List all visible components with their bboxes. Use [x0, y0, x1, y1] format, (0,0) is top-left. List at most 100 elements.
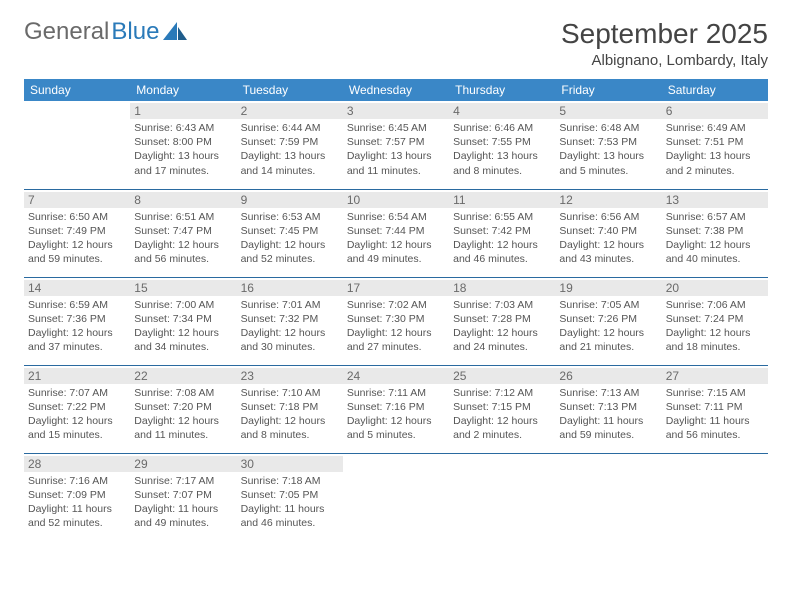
day-number: 19 [555, 280, 661, 296]
day-info: Sunrise: 7:12 AMSunset: 7:15 PMDaylight:… [453, 386, 551, 443]
day-info: Sunrise: 6:48 AMSunset: 7:53 PMDaylight:… [559, 121, 657, 178]
day-number: 22 [130, 368, 236, 384]
calendar-cell: 18Sunrise: 7:03 AMSunset: 7:28 PMDayligh… [449, 277, 555, 365]
day-number: 8 [130, 192, 236, 208]
day-number: 29 [130, 456, 236, 472]
day-info: Sunrise: 7:03 AMSunset: 7:28 PMDaylight:… [453, 298, 551, 355]
weekday-header: Monday [130, 79, 236, 101]
day-info: Sunrise: 6:46 AMSunset: 7:55 PMDaylight:… [453, 121, 551, 178]
calendar-cell [343, 453, 449, 541]
weekday-header: Thursday [449, 79, 555, 101]
calendar-cell: 30 Sunrise: 7:18 AMSunset: 7:05 PMDayligh… [237, 453, 343, 541]
day-number: 13 [662, 192, 768, 208]
day-number: 14 [24, 280, 130, 296]
day-info: Sunrise: 6:53 AMSunset: 7:45 PMDaylight:… [241, 210, 339, 267]
day-number: 12 [555, 192, 661, 208]
weekday-header: Saturday [662, 79, 768, 101]
calendar-cell [555, 453, 661, 541]
calendar-cell: 8 Sunrise: 6:51 AMSunset: 7:47 PMDaylight… [130, 189, 236, 277]
weekday-header: Wednesday [343, 79, 449, 101]
calendar-cell: 3 Sunrise: 6:45 AMSunset: 7:57 PMDaylight… [343, 101, 449, 189]
day-info: Sunrise: 7:02 AMSunset: 7:30 PMDaylight:… [347, 298, 445, 355]
weekday-header: Friday [555, 79, 661, 101]
calendar-table: SundayMondayTuesdayWednesdayThursdayFrid… [24, 79, 768, 541]
calendar-cell: 20Sunrise: 7:06 AMSunset: 7:24 PMDayligh… [662, 277, 768, 365]
location-text: Albignano, Lombardy, Italy [561, 52, 768, 69]
day-info: Sunrise: 6:57 AMSunset: 7:38 PMDaylight:… [666, 210, 764, 267]
calendar-cell: 12 Sunrise: 6:56 AMSunset: 7:40 PMDayligh… [555, 189, 661, 277]
day-info: Sunrise: 6:45 AMSunset: 7:57 PMDaylight:… [347, 121, 445, 178]
day-info: Sunrise: 6:55 AMSunset: 7:42 PMDaylight:… [453, 210, 551, 267]
day-number: 5 [555, 103, 661, 119]
calendar-cell: 26 Sunrise: 7:13 AMSunset: 7:13 PMDayligh… [555, 365, 661, 453]
day-number: 2 [237, 103, 343, 119]
weekday-header: Sunday [24, 79, 130, 101]
day-number: 30 [237, 456, 343, 472]
day-number: 27 [662, 368, 768, 384]
day-number: 23 [237, 368, 343, 384]
day-number: 26 [555, 368, 661, 384]
calendar-cell: 5 Sunrise: 6:48 AMSunset: 7:53 PMDaylight… [555, 101, 661, 189]
calendar-cell: 13 Sunrise: 6:57 AMSunset: 7:38 PMDayligh… [662, 189, 768, 277]
calendar-cell: 21 Sunrise: 7:07 AMSunset: 7:22 PMDayligh… [24, 365, 130, 453]
calendar-cell [449, 453, 555, 541]
calendar-cell: 7 Sunrise: 6:50 AMSunset: 7:49 PMDaylight… [24, 189, 130, 277]
calendar-cell: 2 Sunrise: 6:44 AMSunset: 7:59 PMDaylight… [237, 101, 343, 189]
day-number: 1 [130, 103, 236, 119]
calendar-cell: 22 Sunrise: 7:08 AMSunset: 7:20 PMDayligh… [130, 365, 236, 453]
calendar-cell: 25 Sunrise: 7:12 AMSunset: 7:15 PMDayligh… [449, 365, 555, 453]
calendar-cell: 4 Sunrise: 6:46 AMSunset: 7:55 PMDaylight… [449, 101, 555, 189]
day-number: 7 [24, 192, 130, 208]
day-number: 16 [237, 280, 343, 296]
day-number: 9 [237, 192, 343, 208]
month-title: September 2025 [561, 18, 768, 50]
day-info: Sunrise: 7:07 AMSunset: 7:22 PMDaylight:… [28, 386, 126, 443]
calendar-cell: 10 Sunrise: 6:54 AMSunset: 7:44 PMDayligh… [343, 189, 449, 277]
day-info: Sunrise: 6:50 AMSunset: 7:49 PMDaylight:… [28, 210, 126, 267]
day-number: 24 [343, 368, 449, 384]
calendar-cell: 15Sunrise: 7:00 AMSunset: 7:34 PMDayligh… [130, 277, 236, 365]
day-info: Sunrise: 7:11 AMSunset: 7:16 PMDaylight:… [347, 386, 445, 443]
day-number: 4 [449, 103, 555, 119]
logo: GeneralBlue [24, 18, 189, 46]
day-info: Sunrise: 6:56 AMSunset: 7:40 PMDaylight:… [559, 210, 657, 267]
logo-sail-icon [163, 22, 189, 42]
day-info: Sunrise: 7:16 AMSunset: 7:09 PMDaylight:… [28, 474, 126, 531]
day-number: 15 [130, 280, 236, 296]
calendar-cell [662, 453, 768, 541]
day-info: Sunrise: 7:10 AMSunset: 7:18 PMDaylight:… [241, 386, 339, 443]
logo-text-2: Blue [111, 18, 159, 46]
day-number: 11 [449, 192, 555, 208]
day-number: 6 [662, 103, 768, 119]
calendar-cell: 29 Sunrise: 7:17 AMSunset: 7:07 PMDayligh… [130, 453, 236, 541]
day-info: Sunrise: 7:18 AMSunset: 7:05 PMDaylight:… [241, 474, 339, 531]
day-info: Sunrise: 6:59 AMSunset: 7:36 PMDaylight:… [28, 298, 126, 355]
calendar-cell: 6 Sunrise: 6:49 AMSunset: 7:51 PMDaylight… [662, 101, 768, 189]
day-number: 3 [343, 103, 449, 119]
day-number: 17 [343, 280, 449, 296]
calendar-cell [24, 101, 130, 189]
day-info: Sunrise: 7:05 AMSunset: 7:26 PMDaylight:… [559, 298, 657, 355]
calendar-cell: 27 Sunrise: 7:15 AMSunset: 7:11 PMDayligh… [662, 365, 768, 453]
calendar-cell: 19 Sunrise: 7:05 AMSunset: 7:26 PMDayligh… [555, 277, 661, 365]
logo-text-1: General [24, 18, 109, 46]
day-info: Sunrise: 6:44 AMSunset: 7:59 PMDaylight:… [241, 121, 339, 178]
day-info: Sunrise: 6:54 AMSunset: 7:44 PMDaylight:… [347, 210, 445, 267]
day-number: 25 [449, 368, 555, 384]
day-info: Sunrise: 6:43 AMSunset: 8:00 PMDaylight:… [134, 121, 232, 178]
calendar-cell: 17 Sunrise: 7:02 AMSunset: 7:30 PMDayligh… [343, 277, 449, 365]
day-info: Sunrise: 6:49 AMSunset: 7:51 PMDaylight:… [666, 121, 764, 178]
calendar-cell: 11 Sunrise: 6:55 AMSunset: 7:42 PMDayligh… [449, 189, 555, 277]
calendar-cell: 1 Sunrise: 6:43 AMSunset: 8:00 PMDaylight… [130, 101, 236, 189]
day-number: 21 [24, 368, 130, 384]
day-info: Sunrise: 6:51 AMSunset: 7:47 PMDaylight:… [134, 210, 232, 267]
day-info: Sunrise: 7:08 AMSunset: 7:20 PMDaylight:… [134, 386, 232, 443]
calendar-cell: 16 Sunrise: 7:01 AMSunset: 7:32 PMDayligh… [237, 277, 343, 365]
day-number: 10 [343, 192, 449, 208]
calendar-cell: 23 Sunrise: 7:10 AMSunset: 7:18 PMDayligh… [237, 365, 343, 453]
day-info: Sunrise: 7:01 AMSunset: 7:32 PMDaylight:… [241, 298, 339, 355]
day-info: Sunrise: 7:13 AMSunset: 7:13 PMDaylight:… [559, 386, 657, 443]
calendar-cell: 28Sunrise: 7:16 AMSunset: 7:09 PMDayligh… [24, 453, 130, 541]
day-info: Sunrise: 7:17 AMSunset: 7:07 PMDaylight:… [134, 474, 232, 531]
day-info: Sunrise: 7:15 AMSunset: 7:11 PMDaylight:… [666, 386, 764, 443]
